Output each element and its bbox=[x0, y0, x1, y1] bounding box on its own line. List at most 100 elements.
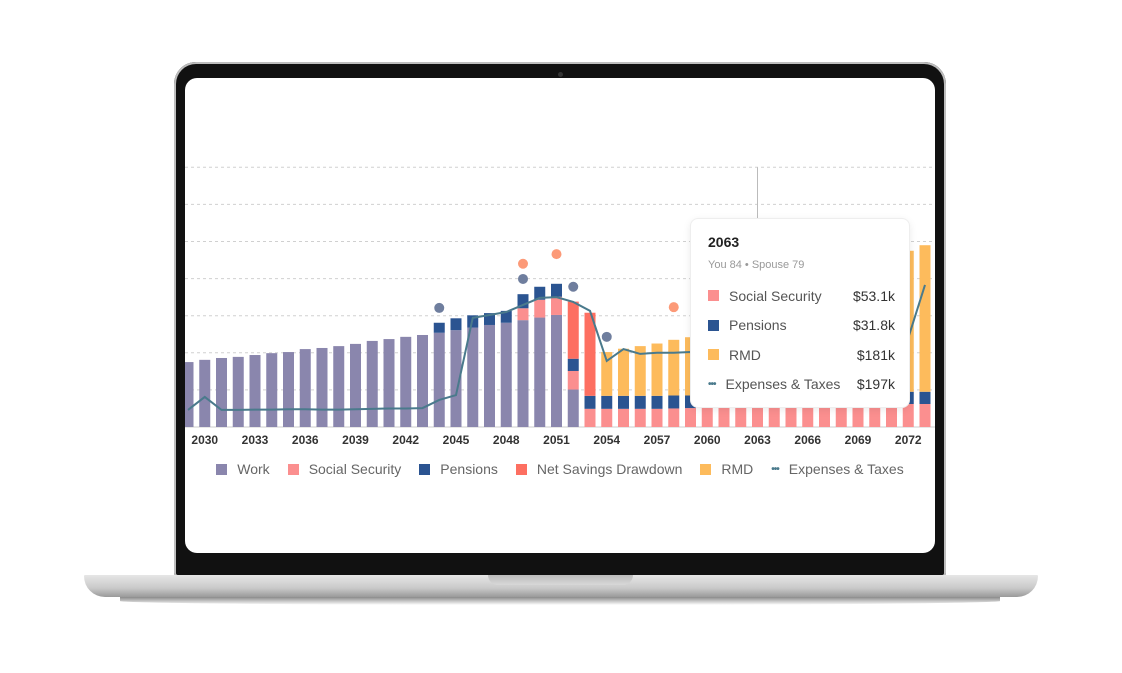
tooltip-value: $181k bbox=[856, 346, 895, 363]
x-tick-label: 2033 bbox=[242, 433, 269, 447]
bar-social-security bbox=[835, 407, 847, 427]
bar-social-security bbox=[919, 403, 931, 427]
bar-work bbox=[283, 352, 294, 427]
bar-pensions bbox=[668, 395, 680, 409]
bar-social-security bbox=[752, 407, 763, 427]
bar-social-security bbox=[567, 370, 579, 390]
bar-social-security bbox=[785, 407, 797, 427]
tooltip-row-expenses-taxes: ••• Expenses & Taxes $197k bbox=[708, 370, 895, 400]
bar-work bbox=[266, 353, 278, 427]
bar-rmd bbox=[634, 346, 646, 396]
bar-social-security bbox=[852, 407, 864, 427]
legend-item-social-security[interactable]: Social Security bbox=[287, 461, 402, 477]
tooltip-year: 2063 bbox=[708, 234, 740, 250]
bar-work bbox=[567, 389, 579, 427]
bar-social-security bbox=[668, 408, 680, 427]
laptop-notch bbox=[488, 575, 633, 585]
event-marker bbox=[434, 302, 445, 313]
swatch bbox=[708, 290, 719, 302]
x-tick-label: 2039 bbox=[342, 433, 369, 447]
bar-social-security bbox=[718, 407, 730, 427]
swatch bbox=[708, 349, 719, 361]
tooltip-value: $197k bbox=[856, 376, 895, 393]
x-tick-label: 2069 bbox=[845, 433, 872, 447]
bar-rmd bbox=[651, 343, 663, 396]
bar-pensions bbox=[651, 395, 663, 409]
bar-drawdown bbox=[567, 301, 579, 359]
bar-pensions bbox=[450, 318, 462, 331]
tooltip-row-pensions: Pensions $31.8k bbox=[708, 311, 895, 341]
bar-social-security bbox=[534, 299, 546, 318]
event-marker bbox=[518, 273, 528, 284]
legend-swatch bbox=[287, 463, 299, 475]
swatch bbox=[708, 319, 719, 331]
tooltip-label: RMD bbox=[729, 346, 761, 363]
tooltip-value: $31.8k bbox=[852, 317, 895, 334]
bar-pensions bbox=[534, 286, 546, 300]
x-tick-label: 2072 bbox=[895, 433, 922, 447]
bar-social-security bbox=[651, 408, 663, 427]
tooltip-ages: You 84 • Spouse 79 bbox=[708, 259, 805, 271]
bar-work bbox=[450, 330, 462, 427]
laptop-shadow bbox=[120, 597, 1000, 605]
dotted-line-icon: ••• bbox=[708, 378, 716, 390]
bar-work bbox=[551, 314, 562, 427]
bar-rmd bbox=[668, 339, 680, 396]
legend-label: Net Savings Drawdown bbox=[536, 461, 683, 477]
bar-social-security bbox=[618, 408, 629, 427]
bar-social-security bbox=[768, 407, 780, 427]
x-tick-label: 2036 bbox=[292, 433, 319, 447]
legend-swatch bbox=[216, 463, 228, 475]
legend-item-work[interactable]: Work bbox=[216, 461, 270, 477]
x-tick-label: 2057 bbox=[644, 433, 671, 447]
bar-work bbox=[500, 322, 512, 427]
x-tick-label: 2042 bbox=[392, 433, 419, 447]
bar-rmd bbox=[601, 352, 613, 396]
bar-work bbox=[216, 357, 227, 427]
tooltip-row-rmd: RMD $181k bbox=[708, 340, 895, 370]
x-tick-label: 2063 bbox=[744, 433, 771, 447]
legend-label: Expenses & Taxes bbox=[788, 461, 904, 477]
tooltip-row-social-security: Social Security $53.1k bbox=[708, 281, 895, 311]
tooltip-label: Pensions bbox=[729, 317, 787, 334]
screen: 2030 2033 2036 2039 2042 2045 2048 2051 2054 2057… bbox=[185, 78, 935, 553]
bar-pensions bbox=[601, 395, 613, 409]
bar-work bbox=[249, 355, 261, 427]
tooltip: 2063 You 84 • Spouse 79 Social Security $… bbox=[690, 218, 910, 408]
bar-social-security bbox=[819, 407, 830, 427]
bar-rmd bbox=[919, 245, 931, 392]
tooltip-label: Expenses & Taxes bbox=[725, 376, 841, 393]
bar-social-security bbox=[517, 308, 529, 321]
bar-work bbox=[534, 317, 546, 427]
legend-item-pensions[interactable]: Pensions bbox=[419, 461, 498, 477]
x-tick-label: 2048 bbox=[493, 433, 520, 447]
legend-swatch bbox=[700, 463, 712, 475]
bar-social-security bbox=[685, 408, 696, 427]
x-tick-label: 2054 bbox=[593, 433, 620, 447]
bar-work bbox=[433, 332, 445, 427]
legend-label: Work bbox=[237, 461, 270, 477]
event-marker bbox=[568, 281, 579, 292]
legend-item-expenses-taxes[interactable]: ••• Expenses & Taxes bbox=[771, 461, 903, 477]
legend-item-net-savings-drawdown[interactable]: Net Savings Drawdown bbox=[515, 461, 683, 477]
bar-work bbox=[232, 356, 244, 427]
bar-work bbox=[484, 324, 495, 427]
bar-drawdown bbox=[584, 312, 596, 396]
legend-swatch bbox=[515, 463, 527, 475]
legend-item-rmd[interactable]: RMD bbox=[700, 461, 753, 477]
x-tick-label: 2060 bbox=[694, 433, 721, 447]
tooltip-value: $53.1k bbox=[852, 287, 895, 304]
legend-label: Pensions bbox=[440, 461, 498, 477]
legend-label: Social Security bbox=[308, 461, 402, 477]
bar-social-security bbox=[869, 407, 881, 427]
event-marker bbox=[668, 302, 679, 313]
bar-pensions bbox=[551, 283, 562, 297]
x-tick-label: 2030 bbox=[191, 433, 218, 447]
bar-work bbox=[316, 347, 328, 427]
bar-work bbox=[383, 339, 395, 427]
bar-work bbox=[185, 362, 194, 427]
bar-social-security bbox=[551, 296, 562, 315]
bar-social-security bbox=[634, 408, 646, 427]
legend-swatch bbox=[419, 463, 431, 475]
x-tick-label: 2045 bbox=[443, 433, 470, 447]
